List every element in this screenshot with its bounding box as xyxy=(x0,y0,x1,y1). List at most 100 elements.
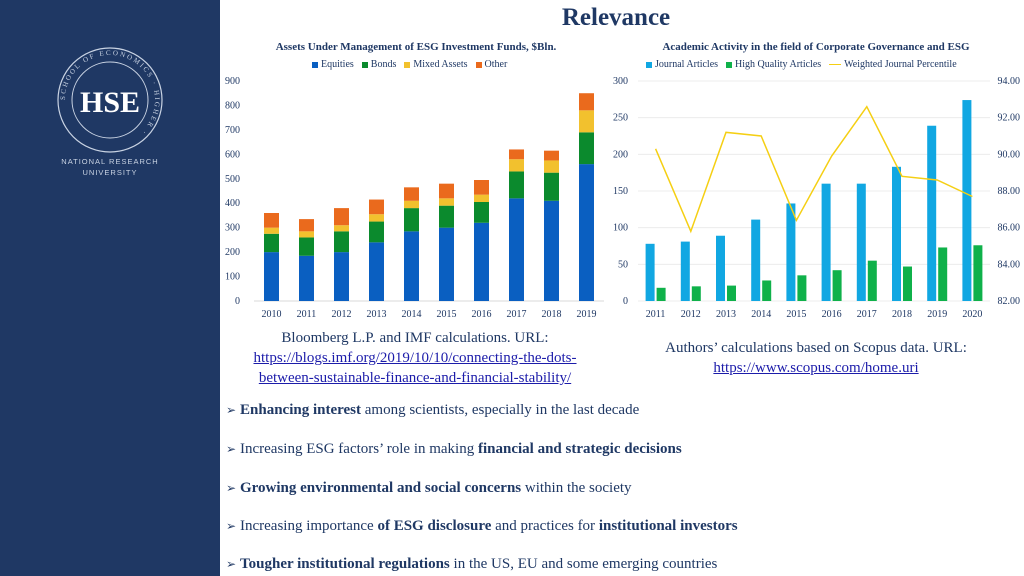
bullet-text: Growing environmental and social concern… xyxy=(240,480,522,496)
x-tick-label: 2011 xyxy=(297,309,317,320)
bullet-text: Tougher institutional regulations xyxy=(240,556,450,572)
bullet-text: Enhancing interest xyxy=(240,402,361,418)
source-left: Bloomberg L.P. and IMF calculations. URL… xyxy=(226,328,604,388)
bar-other xyxy=(509,149,524,160)
sidebar-panel: SCHOOL OF ECONOMICS · HIGHER · HSE NATIO… xyxy=(0,0,220,576)
arrow-bullet-icon: ➢ xyxy=(226,519,237,533)
source-right-link[interactable]: https://www.scopus.com/home.uri xyxy=(713,360,919,376)
x-tick-label: 2020 xyxy=(962,309,982,320)
bullet-text: within the society xyxy=(521,480,632,496)
bar-other xyxy=(369,199,384,215)
source-right-text: Authors’ calculations based on Scopus da… xyxy=(665,340,967,356)
y-tick-label: 200 xyxy=(225,247,240,258)
legend-weighted-percentile: Weighted Journal Percentile xyxy=(829,59,957,70)
chart2-title: Academic Activity in the field of Corpor… xyxy=(662,41,970,53)
y-right-tick-label: 88.00 xyxy=(998,186,1021,197)
y-left-tick-label: 250 xyxy=(613,113,628,124)
bar-other xyxy=(579,93,594,111)
y-tick-label: 100 xyxy=(225,272,240,283)
arrow-bullet-icon: ➢ xyxy=(226,557,237,571)
logo-mark: HSE xyxy=(80,86,140,119)
x-tick-label: 2012 xyxy=(681,309,701,320)
source-left-link-part2[interactable]: between-sustainable-finance-and-financia… xyxy=(258,370,572,386)
bar-journal-articles xyxy=(645,243,655,301)
x-tick-label: 2015 xyxy=(437,309,457,320)
arrow-bullet-icon: ➢ xyxy=(226,442,237,456)
slide-title: Relevance xyxy=(561,4,671,31)
chart1-aum-esg-funds: 0 100 200 300 400 500 600 700 800 900 2010 2011 2012… xyxy=(225,76,604,320)
bar-other xyxy=(474,180,489,195)
bar-journal-articles xyxy=(927,125,937,301)
bar-bonds xyxy=(474,202,489,223)
y-right-tick-label: 84.00 xyxy=(998,259,1021,270)
chart2-legend: Journal Articles High Quality Articles W… xyxy=(646,59,957,70)
bar-journal-articles xyxy=(892,166,901,301)
bar-mixed-assets xyxy=(544,160,559,173)
bullet-text: Increasing ESG factors’ role in making xyxy=(240,441,478,457)
university-name-line1: NATIONAL RESEARCH xyxy=(61,157,159,166)
bar-mixed-assets xyxy=(264,227,279,234)
y-right-tick-label: 94.00 xyxy=(998,76,1021,87)
bar-other xyxy=(334,208,349,226)
bullet-text: Increasing importance xyxy=(240,518,378,534)
x-tick-label: 2010 xyxy=(262,309,282,320)
chart1-title: Assets Under Management of ESG Investmen… xyxy=(275,41,557,53)
bar-other xyxy=(264,213,279,228)
bar-high-quality-articles xyxy=(938,247,948,301)
bullet-text: of ESG disclosure xyxy=(377,518,492,534)
bar-high-quality-articles xyxy=(762,280,772,301)
x-tick-label: 2018 xyxy=(542,309,562,320)
bar-equities xyxy=(334,252,349,301)
bar-bonds xyxy=(264,233,279,253)
bar-mixed-assets xyxy=(579,110,594,133)
bar-mixed-assets xyxy=(474,194,489,202)
y-tick-label: 800 xyxy=(225,100,240,111)
bullet-text: in the US, EU and some emerging countrie… xyxy=(449,556,718,572)
bar-other xyxy=(404,187,419,201)
bar-equities xyxy=(369,242,384,301)
bullet-text: among scientists, especially in the last… xyxy=(361,402,640,418)
bar-high-quality-articles xyxy=(727,285,736,301)
bar-high-quality-articles xyxy=(832,270,842,301)
bar-journal-articles xyxy=(751,219,761,301)
y-tick-label: 600 xyxy=(225,149,240,160)
bar-other xyxy=(544,150,559,161)
x-tick-label: 2014 xyxy=(402,309,422,320)
bullet-item: ➢ Increasing ESG factors’ role in making … xyxy=(226,441,682,458)
arrow-bullet-icon: ➢ xyxy=(226,481,237,495)
y-left-tick-label: 50 xyxy=(618,259,628,270)
x-tick-label: 2012 xyxy=(332,309,352,320)
bar-other xyxy=(299,219,314,232)
bar-journal-articles xyxy=(856,183,866,301)
x-tick-label: 2013 xyxy=(716,309,736,320)
bullet-text: financial and strategic decisions xyxy=(477,441,682,457)
university-name-line2: UNIVERSITY xyxy=(82,168,138,177)
bullet-text: institutional investors xyxy=(598,518,738,534)
y-right-tick-label: 86.00 xyxy=(998,223,1021,234)
bar-bonds xyxy=(404,208,419,232)
bar-journal-articles xyxy=(716,235,725,301)
y-right-tick-label: 90.00 xyxy=(998,149,1021,160)
y-left-tick-label: 0 xyxy=(623,296,628,307)
bar-mixed-assets xyxy=(509,159,524,172)
bar-high-quality-articles xyxy=(656,287,666,301)
source-left-link-part1[interactable]: https://blogs.imf.org/2019/10/10/connect… xyxy=(253,350,577,366)
bar-bonds xyxy=(439,205,454,228)
bullet-item: ➢ Growing environmental and social concer… xyxy=(226,480,632,497)
y-left-tick-label: 100 xyxy=(613,223,628,234)
university-name: NATIONAL RESEARCH UNIVERSITY xyxy=(40,156,180,178)
bullet-item: ➢ Increasing importance of ESG disclosure… xyxy=(226,518,738,535)
y-tick-label: 300 xyxy=(225,223,240,234)
line-weighted-journal-percentile xyxy=(654,105,973,234)
bar-mixed-assets xyxy=(404,200,419,209)
bar-bonds xyxy=(369,221,384,243)
legend-equities: Equities xyxy=(312,59,354,70)
chart2-academic-activity: 0 50 100 150 200 250 300 82.00 84.00 86.00 88.00 90… xyxy=(613,76,1021,320)
bullet-text: and practices for xyxy=(491,518,599,534)
y-tick-label: 0 xyxy=(235,296,240,307)
bar-mixed-assets xyxy=(334,225,349,232)
bar-bonds xyxy=(299,237,314,256)
arrow-bullet-icon: ➢ xyxy=(226,403,237,417)
bar-equities xyxy=(579,164,594,301)
legend-high-quality-articles: High Quality Articles xyxy=(726,59,821,70)
